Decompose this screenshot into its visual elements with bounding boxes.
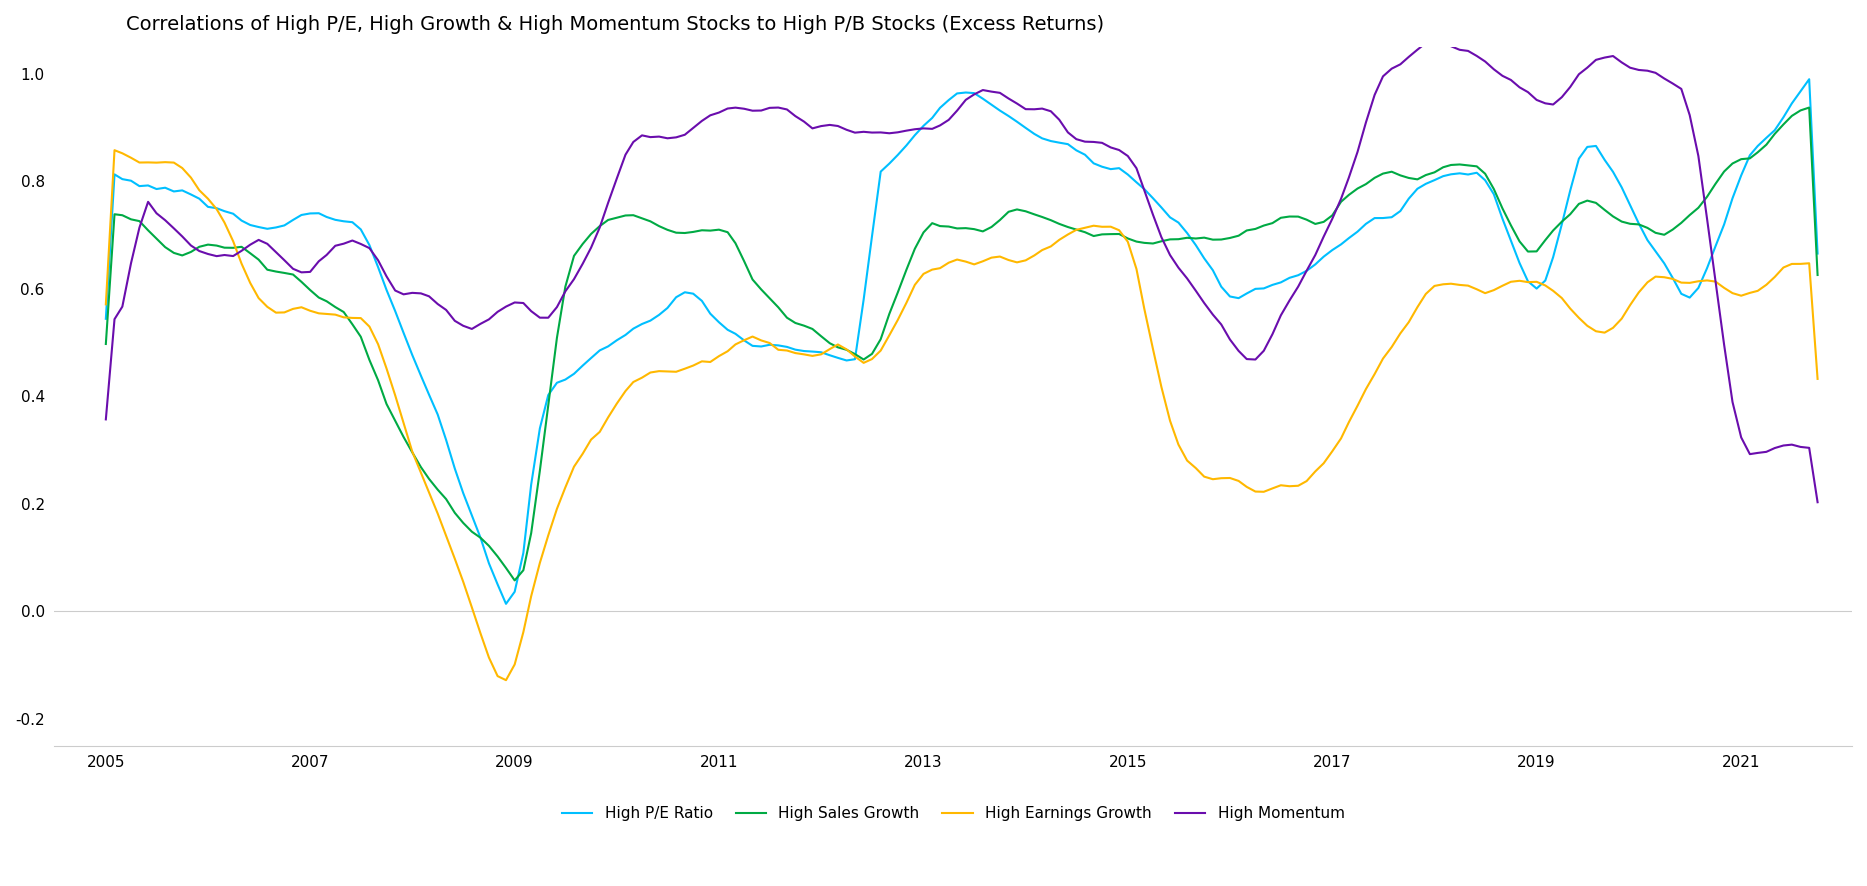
Line: High Sales Growth: High Sales Growth [106, 107, 1818, 580]
Legend: High P/E Ratio, High Sales Growth, High Earnings Growth, High Momentum: High P/E Ratio, High Sales Growth, High … [554, 798, 1352, 829]
Line: High Earnings Growth: High Earnings Growth [106, 151, 1818, 680]
Text: Correlations of High P/E, High Growth & High Momentum Stocks to High P/B Stocks : Correlations of High P/E, High Growth & … [127, 15, 1105, 34]
Line: High Momentum: High Momentum [106, 43, 1818, 502]
Line: High P/E Ratio: High P/E Ratio [106, 79, 1818, 604]
